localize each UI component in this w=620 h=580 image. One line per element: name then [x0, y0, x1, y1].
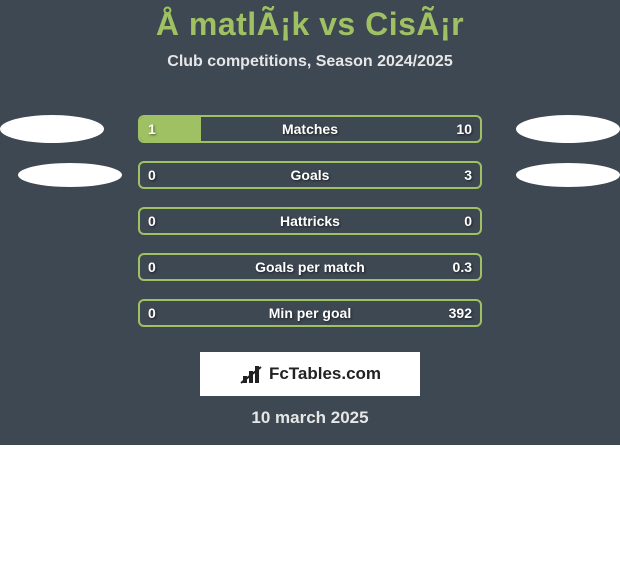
player-oval-right — [516, 115, 620, 143]
subtitle: Club competitions, Season 2024/2025 — [0, 53, 620, 71]
stat-label: Goals — [140, 163, 480, 187]
brand-rest: Tables.com — [289, 364, 381, 383]
chart-icon — [239, 363, 263, 385]
stat-bar: 0Min per goal392 — [138, 299, 482, 327]
stat-row: 0Goals3 — [0, 161, 620, 189]
stat-bar: 0Goals per match0.3 — [138, 253, 482, 281]
stat-row: 0Min per goal392 — [0, 299, 620, 327]
player-oval-left — [0, 115, 104, 143]
stat-bar: 1Matches10 — [138, 115, 482, 143]
brand-logo-box: FcTables.com — [200, 352, 420, 396]
stat-value-right: 0 — [464, 209, 472, 233]
stat-label: Matches — [140, 117, 480, 141]
stat-label: Goals per match — [140, 255, 480, 279]
right-oval-slot — [482, 115, 620, 143]
stat-row: 0Hattricks0 — [0, 207, 620, 235]
stat-value-right: 3 — [464, 163, 472, 187]
stat-label: Hattricks — [140, 209, 480, 233]
stat-rows: 1Matches100Goals30Hattricks00Goals per m… — [0, 115, 620, 345]
stat-label: Min per goal — [140, 301, 480, 325]
stat-bar: 0Goals3 — [138, 161, 482, 189]
left-oval-slot — [0, 115, 138, 143]
stat-row: 0Goals per match0.3 — [0, 253, 620, 281]
snapshot-date: 10 march 2025 — [0, 408, 620, 428]
brand-prefix: Fc — [269, 364, 289, 383]
player-oval-left — [18, 163, 122, 187]
brand-name: FcTables.com — [269, 364, 381, 384]
stat-value-right: 10 — [456, 117, 472, 141]
player-oval-right — [516, 163, 620, 187]
page-title: Å matlÃ¡k vs CisÃ¡r — [0, 0, 620, 43]
right-oval-slot — [482, 163, 620, 187]
stat-row: 1Matches10 — [0, 115, 620, 143]
comparison-panel: Å matlÃ¡k vs CisÃ¡r Club competitions, S… — [0, 0, 620, 445]
canvas: Å matlÃ¡k vs CisÃ¡r Club competitions, S… — [0, 0, 620, 580]
stat-value-right: 392 — [449, 301, 472, 325]
stat-value-right: 0.3 — [453, 255, 472, 279]
left-oval-slot — [0, 163, 138, 187]
stat-bar: 0Hattricks0 — [138, 207, 482, 235]
